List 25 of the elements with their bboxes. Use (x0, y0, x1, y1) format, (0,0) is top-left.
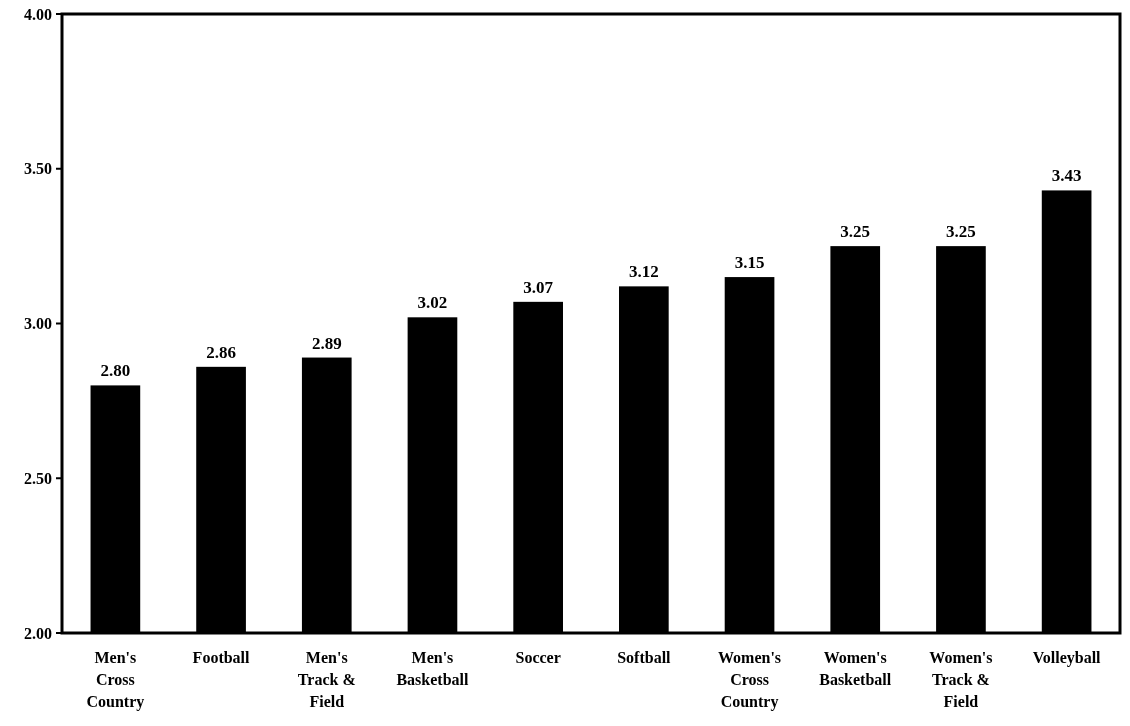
x-tick-label: Women's Basketball (819, 649, 892, 688)
x-tick-label: Football (192, 649, 251, 666)
data-label: 3.25 (946, 222, 976, 242)
data-label: 2.89 (311, 333, 342, 353)
data-label: 3.15 (734, 253, 765, 273)
x-tick-label: Softball (617, 649, 672, 666)
x-tick-label: Women's Cross Country (717, 649, 782, 711)
x-tick-label: Women's Track & Field (929, 649, 993, 710)
y-tick-label: 3.00 (24, 315, 52, 333)
x-tick-label: Soccer (515, 649, 561, 666)
x-tick-label: Men's Basketball (396, 649, 470, 688)
y-tick-label: 4.00 (24, 5, 52, 23)
data-label: 2.86 (206, 342, 236, 362)
x-tick-label: Men's Track & Field (297, 649, 356, 710)
y-tick-label: 2.50 (24, 469, 52, 487)
data-label: 3.43 (1051, 166, 1082, 186)
x-tick-label: Volleyball (1032, 649, 1102, 667)
data-label: 3.12 (628, 262, 659, 282)
x-tick-label: Men's Cross Country (86, 649, 145, 711)
y-tick-label: 3.50 (24, 160, 52, 178)
data-label: 2.80 (100, 361, 131, 381)
data-label: 3.25 (840, 222, 871, 242)
y-tick-label: 2.00 (24, 624, 52, 642)
data-label: 3.07 (523, 277, 554, 297)
data-label: 3.02 (417, 293, 448, 313)
